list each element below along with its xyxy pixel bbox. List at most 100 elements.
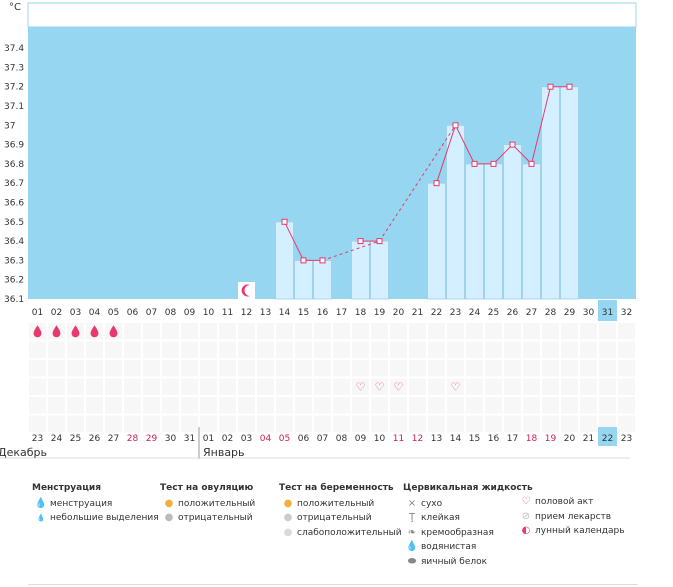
day-label: 07 — [146, 308, 157, 318]
legend-menstruation: Менструация 💧 менструация 💧 небольшие выде… — [32, 481, 159, 526]
y-tick-label: 36.6 — [4, 199, 24, 209]
grid-cell — [617, 322, 636, 341]
calendar-date: 21 — [583, 434, 594, 444]
grid-cell — [484, 396, 503, 415]
watery-icon: 💧 — [405, 541, 419, 552]
day-label: 23 — [450, 308, 461, 318]
grid-cell — [332, 396, 351, 415]
day-label: 02 — [51, 308, 62, 318]
grid-cell — [161, 414, 180, 433]
grid-cell — [294, 359, 313, 378]
grid-cell — [180, 414, 199, 433]
y-tick-label: 36.4 — [4, 237, 24, 247]
day-label: 10 — [203, 308, 215, 318]
grid-cell — [560, 396, 579, 415]
y-tick-label: 36.1 — [4, 295, 24, 305]
grid-cell — [218, 396, 237, 415]
calendar-date: 23 — [32, 434, 43, 444]
temperature-bar — [522, 163, 541, 300]
grid-cell — [85, 377, 104, 396]
grid-cell — [370, 377, 389, 396]
temperature-bar — [465, 163, 484, 300]
calendar-date: 03 — [241, 434, 252, 444]
grid-cell — [617, 414, 636, 433]
temperature-line-segment — [531, 86, 551, 165]
interpolated-line-segment — [322, 240, 380, 261]
grid-cell — [427, 414, 446, 433]
legend-item: ● отрицательный — [279, 511, 402, 526]
grid-cell — [484, 322, 503, 341]
temperature-point — [357, 238, 364, 245]
grid-cell — [161, 340, 180, 359]
calendar-date: 07 — [317, 434, 328, 444]
grid-cell — [294, 414, 313, 433]
temperature-bar — [313, 259, 332, 300]
grid-cell — [541, 377, 560, 396]
temperature-point — [490, 160, 497, 167]
grid-cell — [294, 322, 313, 341]
legend-item: ⊘ прием лекарств — [517, 510, 625, 525]
temperature-bar — [503, 144, 522, 300]
grid-cell — [256, 340, 275, 359]
legend-item: × сухо — [403, 497, 533, 512]
grid-cell — [351, 340, 370, 359]
spotting-icon: 💧 — [36, 514, 46, 522]
grid-cell — [522, 396, 541, 415]
grid-cell — [161, 377, 180, 396]
grid-cell — [427, 396, 446, 415]
y-tick-label: 37 — [4, 121, 15, 131]
legend-item: 💧 небольшие выделения — [32, 511, 159, 526]
y-tick-label: 37.1 — [4, 102, 24, 112]
grid-cell — [237, 359, 256, 378]
day-label: 05 — [108, 308, 119, 318]
day-label: 31 — [602, 308, 613, 318]
temperature-point — [471, 160, 478, 167]
grid-cell — [66, 414, 85, 433]
grid-cell — [465, 414, 484, 433]
day-label: 27 — [526, 308, 537, 318]
temperature-bar — [446, 124, 465, 300]
grid-cell — [180, 396, 199, 415]
grid-cell — [28, 377, 47, 396]
legend-item: ● слабоположительный — [279, 526, 402, 541]
grid-cell — [142, 414, 161, 433]
grid-cell — [66, 359, 85, 378]
calendar-date: 24 — [51, 434, 63, 444]
grid-cell — [104, 377, 123, 396]
grid-cell — [389, 377, 408, 396]
grid-cell — [503, 396, 522, 415]
grid-cell — [427, 359, 446, 378]
grid-cell — [465, 396, 484, 415]
grid-cell — [522, 377, 541, 396]
grid-cell — [313, 359, 332, 378]
temperature-line-segment — [493, 144, 513, 165]
day-label: 04 — [89, 308, 101, 318]
day-label: 15 — [298, 308, 309, 318]
grid-cell — [598, 359, 617, 378]
grid-cell — [256, 359, 275, 378]
ovulation-negative-icon: ● — [164, 512, 174, 523]
grid-cell — [313, 377, 332, 396]
calendar-date: 27 — [108, 434, 119, 444]
day-label: 26 — [507, 308, 519, 318]
calendar-date: 08 — [336, 434, 348, 444]
grid-cell — [256, 396, 275, 415]
grid-cell — [351, 322, 370, 341]
grid-cell — [617, 396, 636, 415]
day-label: 22 — [431, 308, 442, 318]
grid-cell — [541, 340, 560, 359]
grid-cell — [275, 396, 294, 415]
day-label: 08 — [165, 308, 177, 318]
day-label: 06 — [127, 308, 139, 318]
legend-item: ♡ половой акт — [517, 495, 625, 510]
grid-cell — [218, 377, 237, 396]
grid-cell — [389, 322, 408, 341]
calendar-date: 13 — [431, 434, 442, 444]
grid-cell — [275, 340, 294, 359]
heart-icon: ♡ — [356, 381, 366, 394]
moon-icon: ◐ — [521, 525, 531, 536]
bottom-divider — [28, 584, 638, 585]
grid-cell — [427, 377, 446, 396]
day-label: 11 — [222, 308, 233, 318]
grid-cell — [522, 414, 541, 433]
